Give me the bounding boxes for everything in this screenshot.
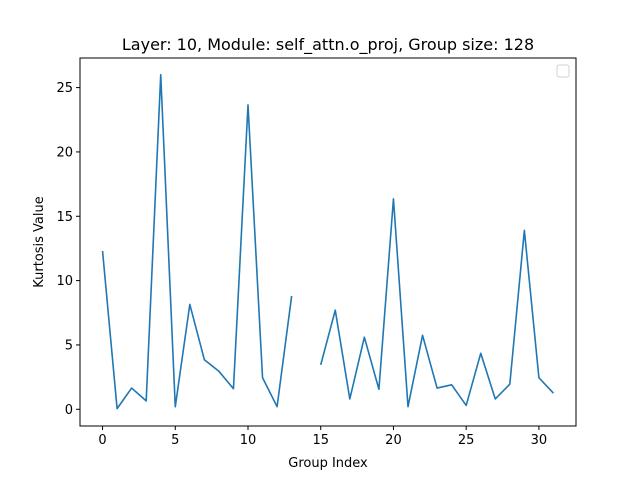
- series-line-segment: [319, 198, 555, 408]
- y-tick-label: 20: [56, 145, 73, 160]
- y-tick-label: 0: [65, 403, 73, 418]
- x-axis-label: Group Index: [288, 456, 368, 471]
- x-tick-label: 10: [240, 433, 257, 448]
- y-tick-label: 25: [56, 81, 73, 96]
- legend-box: [556, 64, 570, 78]
- series-line-segment: [101, 73, 293, 410]
- axes-frame: [79, 57, 577, 427]
- y-axis-label: Kurtosis Value: [32, 196, 47, 288]
- x-tick-label: 30: [531, 433, 548, 448]
- x-tick-label: 25: [458, 433, 475, 448]
- plot-area: 0 5 10 15 20 25 30 0 5 10 15 20 25: [56, 57, 577, 448]
- y-tick-label: 15: [56, 210, 73, 225]
- y-tick-label: 5: [65, 338, 73, 353]
- x-tick-label: 20: [385, 433, 402, 448]
- y-tick-label: 10: [56, 274, 73, 289]
- x-tick-label: 5: [171, 433, 179, 448]
- chart-title: Layer: 10, Module: self_attn.o_proj, Gro…: [122, 35, 534, 55]
- x-tick-label: 0: [98, 433, 106, 448]
- x-tick-label: 15: [312, 433, 329, 448]
